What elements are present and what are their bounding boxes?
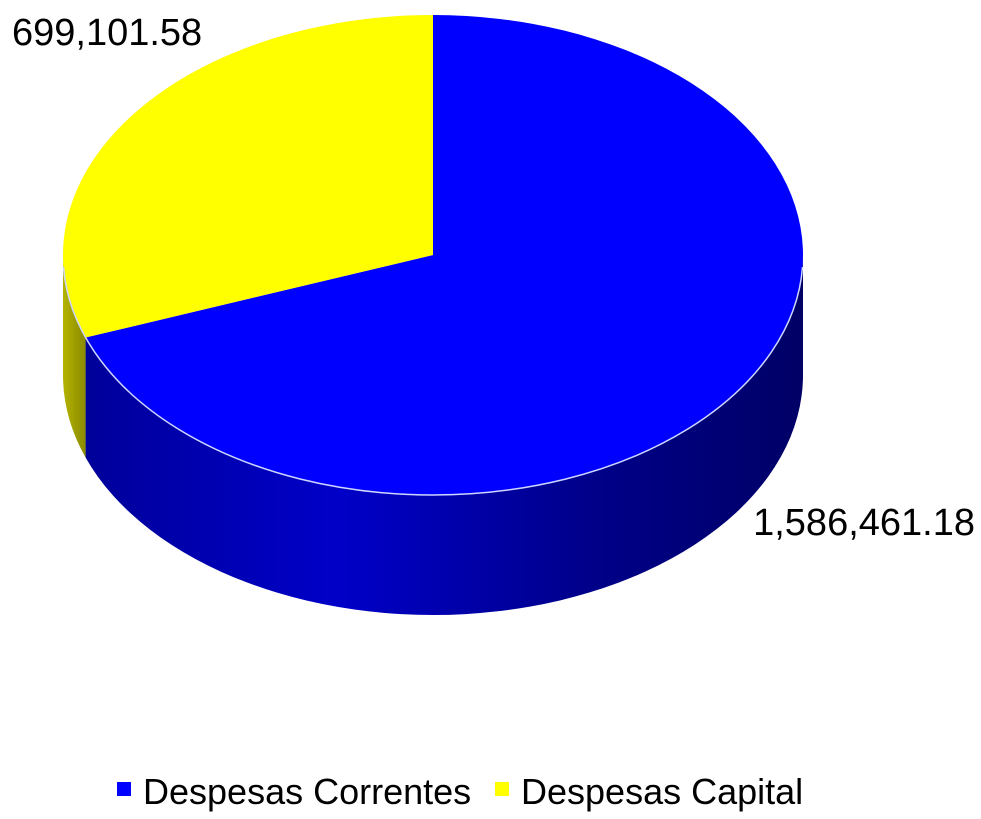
legend-swatch-despesas-correntes bbox=[117, 782, 131, 796]
legend: Despesas Correntes Despesas Capital bbox=[117, 771, 803, 812]
pie-side-despesas-correntes bbox=[85, 255, 804, 615]
pie-slice-despesas-correntes bbox=[85, 15, 804, 495]
legend-swatch-despesas-capital bbox=[495, 782, 509, 796]
pie-rim-highlight bbox=[62, 266, 804, 496]
pie-slice-despesas-capital bbox=[62, 15, 433, 338]
legend-label-despesas-capital: Despesas Capital bbox=[521, 771, 803, 812]
data-label-despesas-capital: 699,101.58 bbox=[12, 12, 202, 54]
data-labels: 1,586,461.18 699,101.58 bbox=[12, 12, 975, 544]
data-label-despesas-correntes: 1,586,461.18 bbox=[753, 502, 975, 544]
pie-slices bbox=[62, 15, 804, 615]
legend-label-despesas-correntes: Despesas Correntes bbox=[143, 771, 471, 812]
pie-side-despesas-capital bbox=[63, 255, 86, 458]
